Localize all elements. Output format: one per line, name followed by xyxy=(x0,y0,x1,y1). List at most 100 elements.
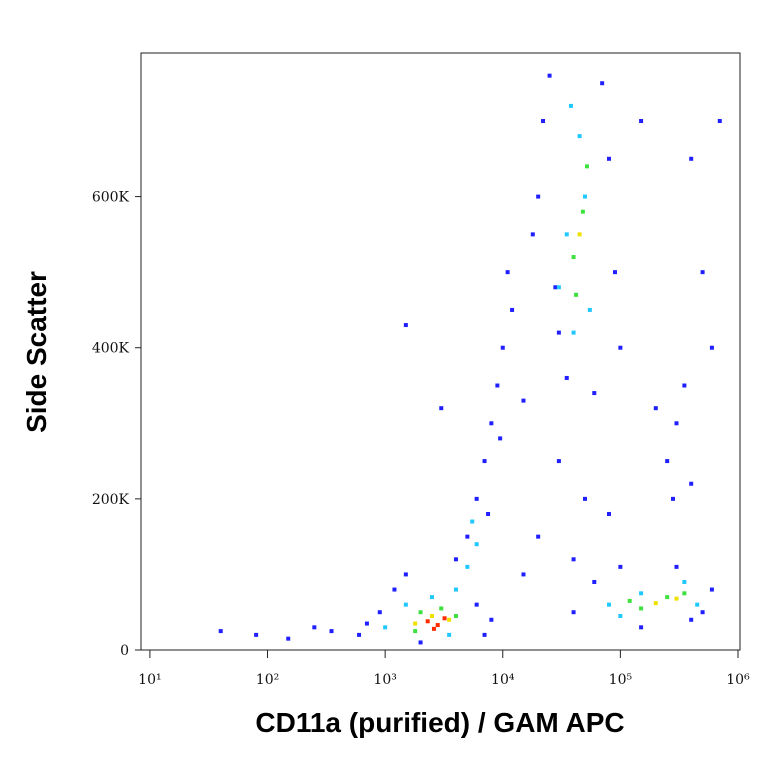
point xyxy=(218,629,223,634)
point xyxy=(571,255,576,260)
point xyxy=(556,330,561,335)
point xyxy=(564,232,569,237)
point xyxy=(700,610,705,615)
point xyxy=(329,629,334,634)
point xyxy=(505,270,510,275)
point xyxy=(418,640,423,645)
point xyxy=(639,625,644,630)
point xyxy=(627,598,632,603)
y-tick-label: 0 xyxy=(120,643,129,659)
point xyxy=(521,572,526,577)
point xyxy=(254,632,259,637)
point xyxy=(536,194,541,199)
point xyxy=(682,579,687,584)
point xyxy=(577,232,582,237)
point xyxy=(470,519,475,524)
point xyxy=(639,606,644,611)
point xyxy=(695,602,700,607)
x-tick-label: 10⁵ xyxy=(609,672,633,688)
point xyxy=(510,307,515,312)
point xyxy=(453,557,458,562)
point xyxy=(489,421,494,426)
point xyxy=(606,602,611,607)
point xyxy=(474,496,479,501)
point xyxy=(392,587,397,592)
y-tick-label: 600K xyxy=(92,190,130,206)
point xyxy=(442,616,447,621)
x-axis-label: CD11a (purified) / GAM APC xyxy=(255,707,624,738)
point xyxy=(670,496,675,501)
point xyxy=(577,134,582,139)
point xyxy=(547,73,552,78)
point xyxy=(639,591,644,596)
point xyxy=(618,613,623,618)
x-tick-label: 10¹ xyxy=(138,672,161,688)
point xyxy=(584,164,589,169)
point xyxy=(564,375,569,380)
x-tick-label: 10⁴ xyxy=(491,672,515,688)
point xyxy=(403,572,408,577)
point xyxy=(489,617,494,622)
point xyxy=(612,270,617,275)
point xyxy=(439,406,444,411)
point xyxy=(453,587,458,592)
point xyxy=(574,292,579,297)
point xyxy=(700,270,705,275)
point xyxy=(653,406,658,411)
point xyxy=(364,621,369,626)
point xyxy=(383,625,388,630)
point xyxy=(571,610,576,615)
point xyxy=(500,345,505,350)
point xyxy=(600,81,605,86)
point xyxy=(431,626,436,631)
point xyxy=(403,602,408,607)
point xyxy=(536,534,541,539)
point xyxy=(556,459,561,464)
point xyxy=(312,625,317,630)
point xyxy=(582,496,587,501)
point xyxy=(709,345,714,350)
point xyxy=(429,613,434,618)
point xyxy=(453,613,458,618)
point xyxy=(606,156,611,161)
point xyxy=(689,156,694,161)
point xyxy=(541,119,546,124)
point xyxy=(439,606,444,611)
point xyxy=(571,330,576,335)
point xyxy=(447,632,452,637)
point xyxy=(689,481,694,486)
point xyxy=(592,579,597,584)
point xyxy=(465,534,470,539)
point xyxy=(618,345,623,350)
point xyxy=(709,587,714,592)
point xyxy=(521,398,526,403)
point xyxy=(674,596,679,601)
point xyxy=(482,459,487,464)
point xyxy=(665,459,670,464)
point xyxy=(429,595,434,600)
plot-frame xyxy=(140,52,741,651)
point xyxy=(682,383,687,388)
point xyxy=(425,619,430,624)
point xyxy=(587,307,592,312)
point xyxy=(556,285,561,290)
point xyxy=(553,285,558,290)
point xyxy=(357,632,362,637)
point xyxy=(674,421,679,426)
point xyxy=(568,103,573,108)
point xyxy=(674,564,679,569)
point xyxy=(689,617,694,622)
point xyxy=(717,119,722,124)
point xyxy=(606,511,611,516)
point xyxy=(413,629,418,634)
point xyxy=(665,595,670,600)
x-tick-label: 10² xyxy=(256,672,279,688)
point xyxy=(474,602,479,607)
x-tick-label: 10³ xyxy=(373,672,396,688)
point xyxy=(413,621,418,626)
point xyxy=(447,617,452,622)
point xyxy=(571,557,576,562)
point xyxy=(495,383,500,388)
